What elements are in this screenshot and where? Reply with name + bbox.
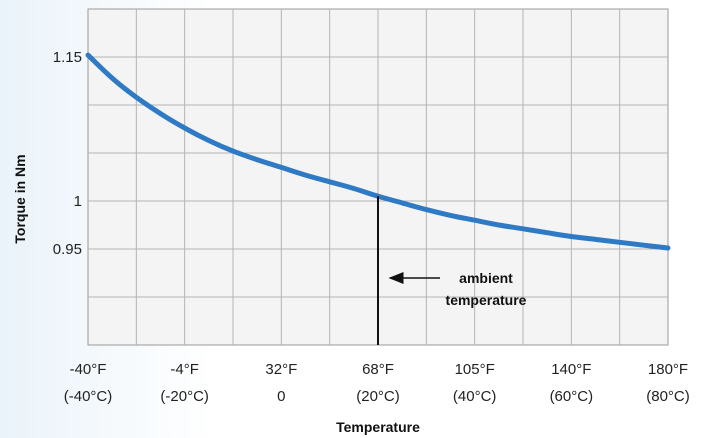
x-tick-label-fahrenheit: 105°F <box>455 361 495 378</box>
x-tick-label-celsius: (-20°C) <box>160 388 209 405</box>
x-tick-label-celsius: (20°C) <box>356 388 400 405</box>
x-tick-label-fahrenheit: 32°F <box>265 361 297 378</box>
x-tick-label-fahrenheit: 140°F <box>551 361 591 378</box>
y-tick-label: 1 <box>74 193 82 210</box>
x-axis-title: Temperature <box>336 419 420 435</box>
y-tick-label: 0.95 <box>53 241 82 258</box>
annotation-label-line1: ambient <box>459 270 513 286</box>
annotation-label-line2: temperature <box>446 292 527 308</box>
x-tick-label-celsius: (80°C) <box>646 388 690 405</box>
x-tick-label-fahrenheit: -4°F <box>170 361 199 378</box>
y-axis-title: Torque in Nm <box>12 154 28 243</box>
x-tick-label-fahrenheit: 68°F <box>362 361 394 378</box>
x-tick-label-celsius: 0 <box>277 388 285 405</box>
x-tick-label-celsius: (-40°C) <box>64 388 113 405</box>
x-tick-label-fahrenheit: -40°F <box>70 361 107 378</box>
x-tick-label-celsius: (40°C) <box>453 388 497 405</box>
x-tick-label-fahrenheit: 180°F <box>648 361 688 378</box>
x-tick-label-celsius: (60°C) <box>550 388 594 405</box>
y-tick-label: 1.15 <box>53 49 82 66</box>
